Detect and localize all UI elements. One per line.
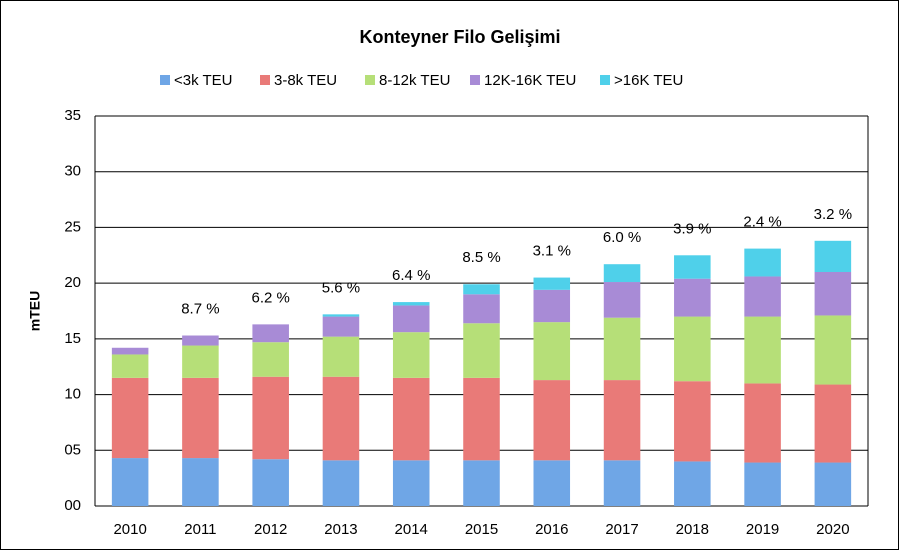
x-tick-label: 2020 [816,521,849,538]
bar-segment [603,317,641,381]
x-tick-label: 2019 [746,521,779,538]
bar-segment [392,332,430,378]
y-tick-label: 30 [64,163,81,180]
y-tick-label: 05 [64,441,81,458]
bar-segment [322,316,360,337]
y-tick-label: 20 [64,274,81,291]
bar-segment [392,302,430,306]
chart-title: Konteyner Filo Gelişimi [359,27,560,47]
bar-segment [182,345,219,378]
bar-segment [392,377,430,461]
bar-segment [533,380,571,461]
bar-segment [322,460,360,506]
bar-segment [111,377,149,459]
x-tick-label: 2014 [395,521,428,538]
y-axis-label: mTEU [27,291,43,331]
bar-segment [252,342,289,377]
bar-segment [463,284,500,295]
bar-segment [392,305,430,333]
x-tick-label: 2016 [535,521,568,538]
growth-label: 6.4 % [392,267,430,284]
y-tick-label: 25 [64,218,81,235]
y-tick-label: 35 [64,107,81,124]
growth-label: 2.4 % [743,214,781,231]
bar-segment [252,376,289,460]
growth-label: 3.2 % [814,206,852,223]
y-tick-label: 15 [64,330,81,347]
legend-swatch [470,75,480,85]
growth-label: 5.6 % [322,279,360,296]
legend-swatch [600,75,610,85]
bar-segment [111,458,149,506]
bar-segment [744,316,781,384]
growth-label: 8.5 % [462,249,500,266]
bar-segment [252,324,289,343]
legend-swatch [160,75,170,85]
bar-segment [603,264,641,283]
bar-segment [392,460,430,506]
bar-segment [744,462,781,506]
legend-label: >16K TEU [614,72,683,89]
growth-label: 3.1 % [533,243,571,260]
bar-segment [463,460,500,506]
y-tick-label: 10 [64,386,81,403]
bar-segment [111,347,149,355]
x-tick-label: 2011 [184,521,216,538]
bar-segment [814,384,852,463]
bar-segment [463,377,500,461]
y-tick-label: 00 [64,497,81,514]
legend-label: 12K-16K TEU [484,72,576,89]
growth-label: 6.2 % [252,289,290,306]
bar-segment [463,294,500,324]
x-tick-label: 2015 [465,521,498,538]
bar-segment [744,248,781,277]
bar-segment [322,336,360,377]
bar-segment [182,377,219,459]
growth-label: 6.0 % [603,229,641,246]
bar-segment [674,316,711,382]
bar-segment [322,376,360,461]
bar-segment [533,460,571,506]
bar-segment [182,458,219,506]
bar-segment [744,383,781,463]
x-tick-label: 2010 [113,521,146,538]
bar-segment [814,240,852,272]
bar-segment [674,461,711,506]
x-tick-label: 2013 [324,521,357,538]
growth-label: 8.7 % [181,300,219,317]
bar-segment [744,276,781,317]
legend-swatch [260,75,270,85]
bar-segment [252,459,289,506]
bar-segment [814,315,852,385]
growth-label: 3.9 % [673,220,711,237]
bar-segment [111,354,149,378]
bar-segment [463,323,500,378]
bar-segment [603,282,641,318]
x-tick-label: 2017 [605,521,638,538]
bar-segment [814,462,852,506]
bar-segment [322,314,360,317]
bar-segment [533,289,571,323]
bar-segment [533,277,571,290]
bar-segment [603,380,641,461]
x-tick-label: 2018 [676,521,709,538]
legend-label: <3k TEU [174,72,233,89]
bar-segment [814,272,852,316]
bar-segment [674,381,711,462]
bar-segment [533,322,571,381]
bar-segment [674,278,711,317]
bar-segment [603,460,641,506]
legend-swatch [365,75,375,85]
bar-segment [674,255,711,279]
bar-segment [182,335,219,346]
legend-label: 8-12k TEU [379,72,450,89]
legend-label: 3-8k TEU [274,72,337,89]
x-tick-label: 2012 [254,521,287,538]
